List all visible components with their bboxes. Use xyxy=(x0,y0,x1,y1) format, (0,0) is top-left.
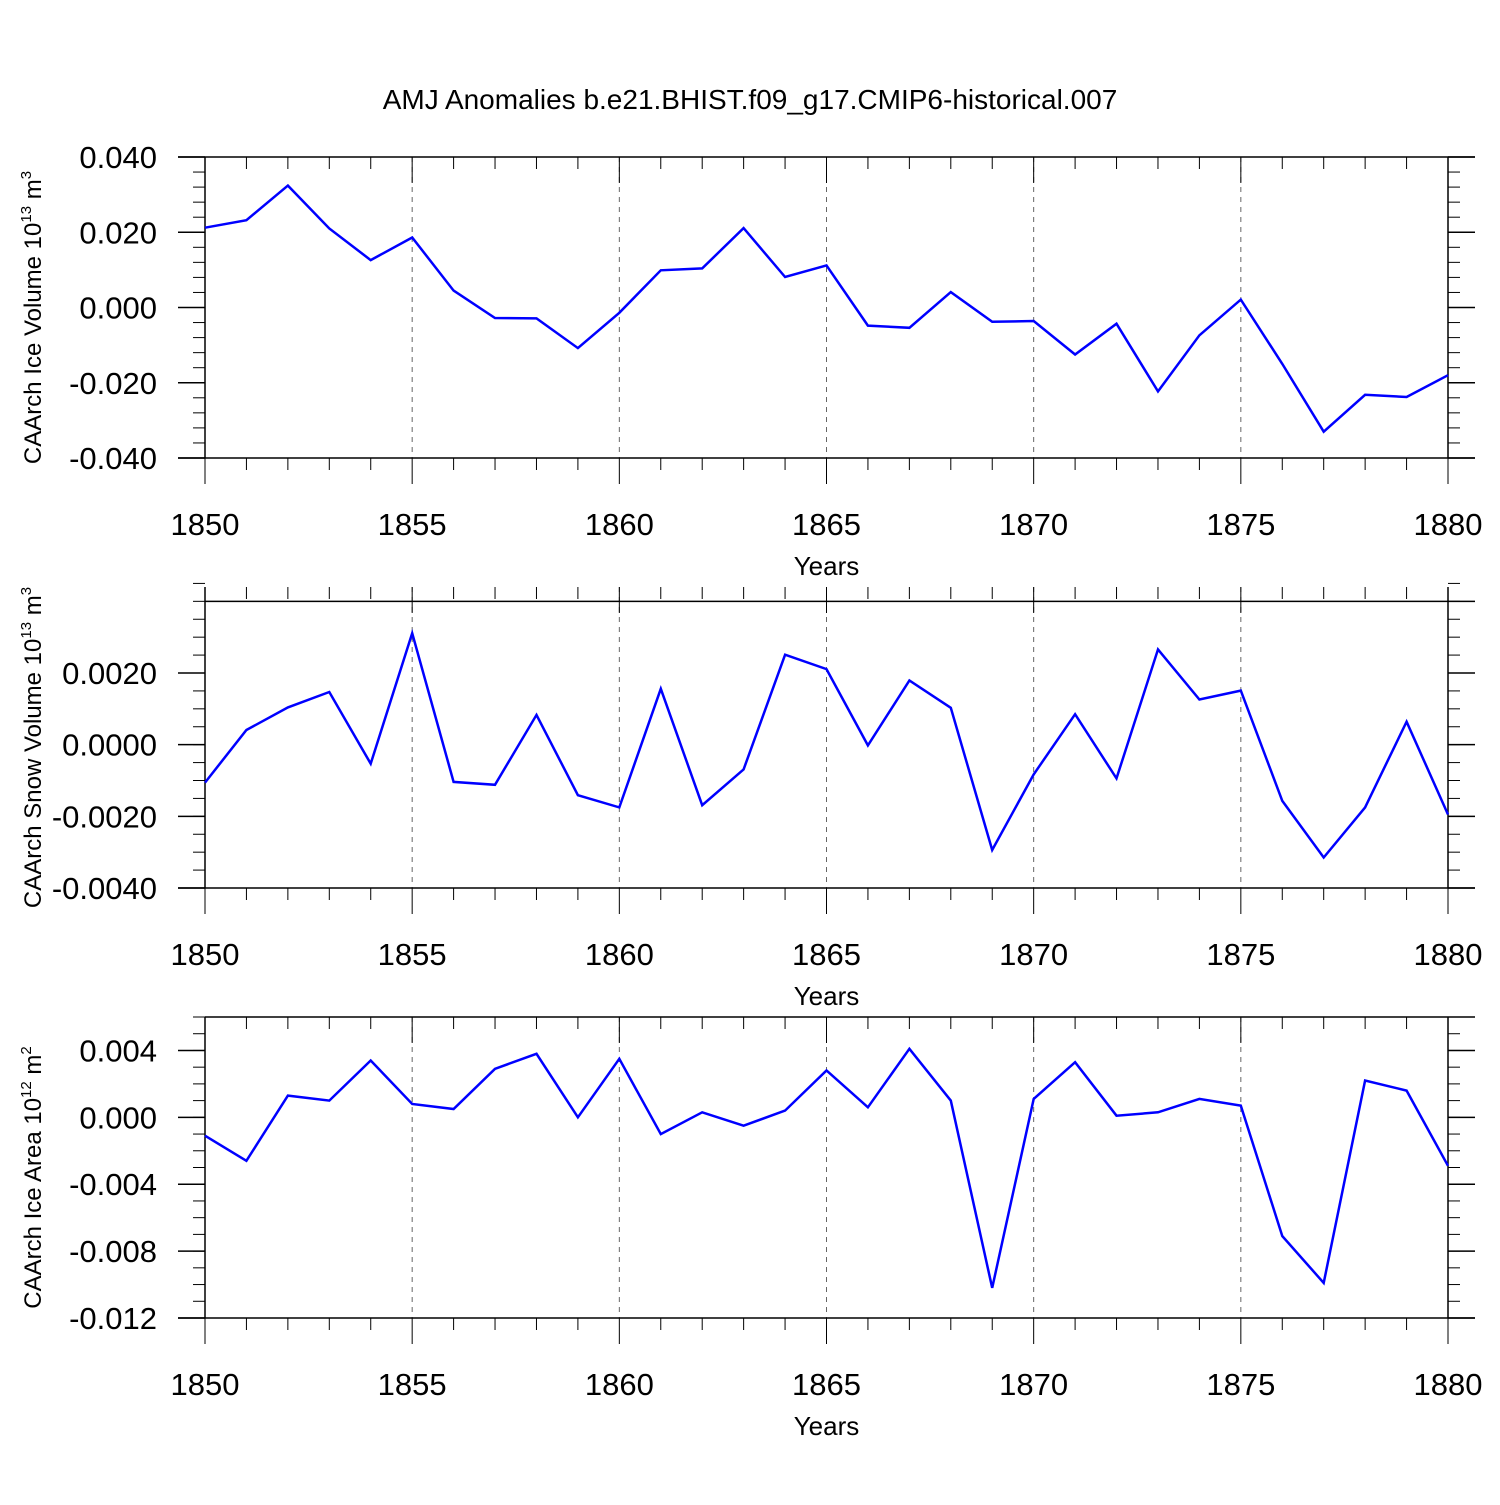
x-tick-label: 1870 xyxy=(999,937,1068,972)
x-tick-label: 1875 xyxy=(1206,937,1275,972)
chart-panel-3: -0.012 -0.008 -0.004 0.000 0.004 1850 1855 1860… xyxy=(18,1016,1483,1441)
y-tick-label: 0.040 xyxy=(79,140,157,175)
y-axis-label: CAArch Ice Volume 1013 m3 xyxy=(18,171,47,464)
y-tick-label: -0.004 xyxy=(69,1167,157,1202)
y-axis-label: CAArch Snow Volume 1013 m3 xyxy=(18,587,47,908)
x-tick-label: 1880 xyxy=(1414,937,1483,972)
series-line xyxy=(204,183,1449,434)
x-axis-label: Years xyxy=(794,981,860,1011)
series-line xyxy=(204,1046,1450,1289)
x-tick-label: 1855 xyxy=(378,507,447,542)
x-tick-label: 1875 xyxy=(1206,507,1275,542)
y-tick-label: 0.020 xyxy=(79,215,157,250)
x-tick-label: 1860 xyxy=(585,1367,654,1402)
x-tick-label: 1870 xyxy=(999,1367,1068,1402)
x-tick-label: 1865 xyxy=(792,507,861,542)
y-tick-label: -0.040 xyxy=(69,441,157,476)
y-tick-label: 0.004 xyxy=(79,1033,157,1068)
x-tick-label: 1880 xyxy=(1414,507,1483,542)
y-axis-label: CAArch Ice Area 1012 m2 xyxy=(18,1046,47,1308)
x-tick-label: 1875 xyxy=(1206,1367,1275,1402)
chart-panel-2: -0.0040 -0.0020 0.0000 0.0020 1850 1855 1860 18… xyxy=(18,582,1483,1011)
y-tick-label: 0.000 xyxy=(79,1100,157,1135)
x-tick-label: 1865 xyxy=(792,937,861,972)
y-tick-label: 0.0020 xyxy=(62,656,157,691)
y-tick-label: 0.000 xyxy=(79,291,157,326)
y-tick-label: -0.008 xyxy=(69,1234,157,1269)
x-tick-label: 1850 xyxy=(171,507,240,542)
x-tick-label: 1860 xyxy=(585,937,654,972)
x-tick-label: 1850 xyxy=(171,1367,240,1402)
y-tick-label: -0.0040 xyxy=(52,871,157,906)
x-axis-label: Years xyxy=(794,1411,860,1441)
y-tick-label: -0.012 xyxy=(69,1301,157,1336)
series-line xyxy=(204,628,1450,860)
x-tick-label: 1870 xyxy=(999,507,1068,542)
y-tick-label: -0.0020 xyxy=(52,799,157,834)
y-tick-label: 0.0000 xyxy=(62,728,157,763)
x-tick-label: 1865 xyxy=(792,1367,861,1402)
chart-panel-1: -0.040 -0.020 0.000 0.020 0.040 1850 1855 1860 1… xyxy=(18,140,1482,581)
x-tick-label: 1880 xyxy=(1414,1367,1483,1402)
x-axis-label: Years xyxy=(794,551,860,581)
chart-title: AMJ Anomalies b.e21.BHIST.f09_g17.CMIP6-… xyxy=(382,84,1118,115)
x-tick-label: 1850 xyxy=(171,937,240,972)
x-tick-label: 1860 xyxy=(585,507,654,542)
x-tick-label: 1855 xyxy=(378,1367,447,1402)
y-tick-label: -0.020 xyxy=(69,366,157,401)
x-tick-label: 1855 xyxy=(378,937,447,972)
